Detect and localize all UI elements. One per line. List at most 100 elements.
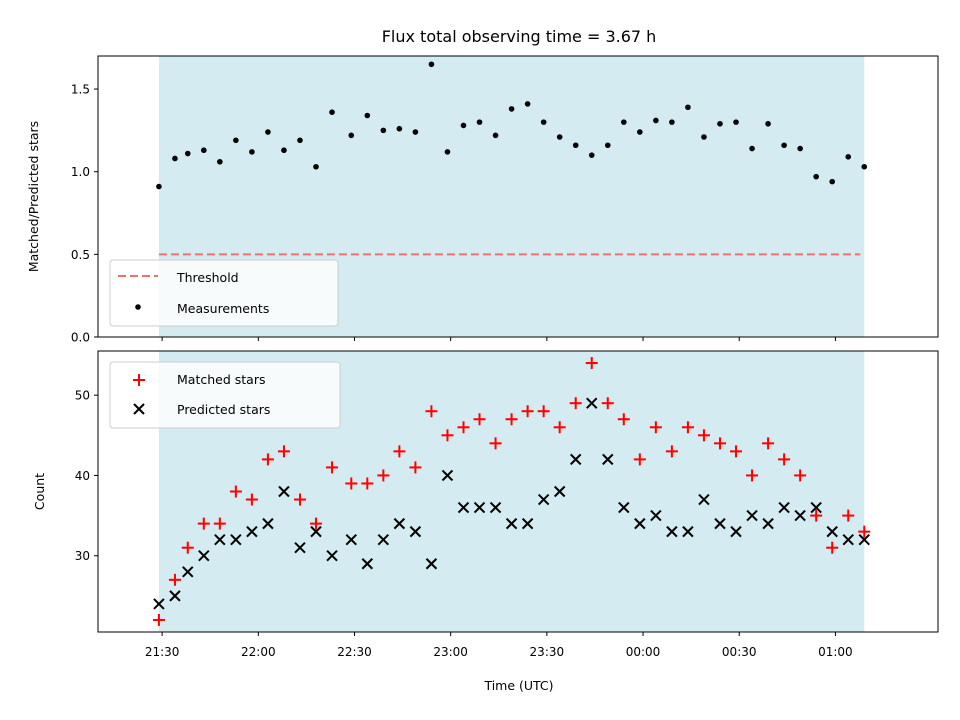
matched-star-point (393, 445, 406, 458)
measurement-point (508, 106, 515, 112)
matched-star-point (537, 405, 550, 418)
matched-star-point (778, 453, 791, 466)
bottom-y-axis: 30 40 50 (75, 389, 98, 563)
predicted-star-point (682, 525, 694, 538)
y-tick-label: 0.5 (71, 248, 90, 262)
y-tick-label: 0.0 (71, 331, 90, 345)
measurement-point (813, 173, 819, 180)
measurement-point (845, 154, 852, 160)
predicted-star-point (153, 598, 165, 610)
measurement-point (281, 147, 287, 154)
matched-star-point (326, 461, 339, 474)
predicted-star-point (586, 397, 598, 409)
predicted-star-point (310, 525, 322, 538)
predicted-star-point (214, 533, 226, 546)
predicted-star-point (746, 509, 758, 522)
matched-star-point (826, 541, 839, 554)
predicted-star-point (457, 501, 470, 514)
predicted-star-point (810, 501, 822, 514)
measurement-point (604, 142, 611, 149)
predicted-star-point (698, 493, 710, 506)
predicted-star-point (650, 509, 662, 522)
measurement-point (492, 132, 499, 139)
measurement-point (380, 127, 387, 134)
measurement-point (861, 163, 868, 170)
predicted-star-point (377, 533, 390, 546)
measurement-point (476, 119, 483, 125)
x-axis-label: Time (UTC) (483, 678, 553, 693)
measurement-point (588, 152, 595, 158)
predicted-star-point (393, 517, 406, 530)
matched-star-point (457, 421, 470, 434)
bottom-legend: Matched stars Predicted stars (109, 361, 341, 429)
matched-star-point (585, 357, 598, 370)
legend-measurements-swatch (135, 304, 141, 310)
predicted-star-point (666, 525, 678, 538)
predicted-star-point (182, 566, 194, 578)
measurement-point (781, 142, 787, 149)
predicted-star-point (489, 501, 502, 514)
measurement-point (717, 120, 723, 127)
measurement-point (765, 120, 771, 127)
measurement-point (412, 129, 419, 135)
measurement-point (428, 61, 435, 68)
measurement-point (265, 129, 271, 135)
bottom-y-axis-label: Count (32, 473, 47, 510)
top-panel: 0.0 0.5 1.0 1.5 Matched/Predicted stars Thr… (26, 55, 939, 345)
measurements-series (156, 61, 868, 190)
legend-predicted-swatch (133, 403, 145, 415)
matched-star-point (649, 421, 662, 434)
matched-star-point (730, 445, 743, 458)
top-y-axis-label: Matched/Predicted stars (26, 121, 41, 272)
matched-star-point (310, 517, 323, 530)
measurement-point (460, 122, 467, 129)
matched-star-point (681, 421, 694, 434)
measurement-point (540, 119, 547, 125)
measurement-point (201, 147, 207, 154)
measurement-point (701, 134, 707, 140)
predicted-star-point (618, 501, 630, 514)
x-tick-label: 22:00 (241, 645, 276, 659)
matched-star-point (361, 477, 374, 490)
predicted-star-point (714, 517, 726, 530)
predicted-star-point (762, 517, 774, 530)
matched-star-point (553, 421, 566, 434)
matched-star-point (489, 437, 502, 450)
predicted-star-point (602, 453, 614, 466)
matched-star-point (762, 437, 775, 450)
matched-star-point (521, 405, 534, 418)
predicted-star-point (230, 533, 242, 546)
predicted-star-point (634, 517, 646, 530)
measurement-point (556, 134, 563, 140)
matched-star-point (794, 469, 807, 482)
measurement-point (524, 101, 531, 107)
measurement-point (297, 137, 303, 144)
y-tick-label: 40 (75, 469, 90, 483)
matched-star-point (245, 493, 258, 506)
measurement-point (184, 150, 191, 157)
matched-star-point (697, 429, 710, 442)
measurement-point (156, 183, 162, 190)
matched-star-point (810, 509, 823, 522)
measurement-point (829, 178, 835, 185)
predicted-star-point (326, 550, 338, 562)
predicted-star-point (262, 517, 274, 530)
legend-threshold-label: Threshold (176, 270, 239, 285)
measurement-point (249, 149, 255, 155)
legend-matched-swatch (133, 374, 145, 386)
matched-star-point (665, 445, 678, 458)
matched-star-point (377, 469, 390, 482)
top-legend: Threshold Measurements (109, 259, 339, 327)
measurement-point (444, 149, 451, 155)
predicted-star-point (826, 525, 838, 538)
predicted-star-point (294, 541, 306, 554)
matched-star-point (213, 517, 226, 530)
x-tick-label: 23:00 (433, 645, 468, 659)
matched-star-point (569, 397, 582, 410)
measurement-point (233, 137, 239, 144)
matched-stars-series (152, 357, 871, 626)
measurement-point (621, 119, 627, 125)
predicted-star-point (361, 558, 374, 570)
matched-star-point (713, 437, 726, 450)
y-tick-label: 50 (75, 389, 90, 403)
